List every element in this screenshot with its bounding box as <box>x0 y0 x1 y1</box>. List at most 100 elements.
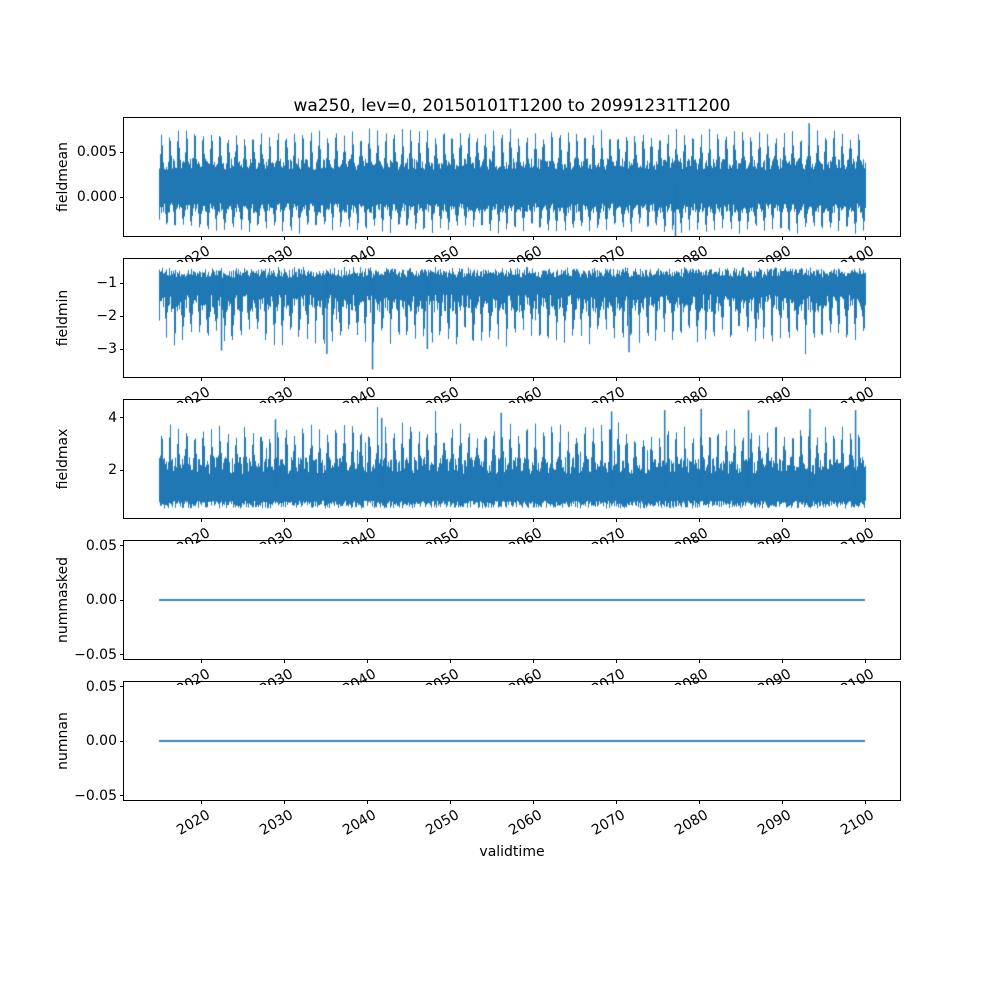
y-tick-label: −1 <box>96 275 117 291</box>
subplot-fieldmin <box>120 258 901 381</box>
y-tick-mark <box>120 469 124 471</box>
subplot-fieldmean <box>120 117 901 240</box>
x-tick-label: 2050 <box>422 666 462 685</box>
y-axis-label-fieldmax: fieldmax <box>55 428 71 490</box>
x-tick-label: 2050 <box>422 807 462 839</box>
x-tick-mark <box>781 518 783 522</box>
x-tick-label: 2030 <box>256 807 296 839</box>
x-tick-mark <box>283 659 285 663</box>
x-tick-label: 2100 <box>837 243 877 262</box>
x-tick-label: 2040 <box>339 807 379 839</box>
y-tick-mark <box>120 545 124 546</box>
x-tick-mark <box>532 236 534 240</box>
x-tick-label: 2070 <box>588 243 628 262</box>
x-tick-label: 2080 <box>671 525 711 544</box>
x-tick-label: 2020 <box>173 807 213 839</box>
x-tick-mark <box>449 518 451 522</box>
x-tick-mark <box>864 236 866 240</box>
x-tick-mark <box>532 377 534 381</box>
x-tick-label: 2060 <box>505 807 545 839</box>
subplot-fieldmax <box>120 399 901 522</box>
x-tick-mark <box>698 659 700 663</box>
y-tick-label: 0.005 <box>76 144 117 160</box>
x-tick-mark <box>449 236 451 240</box>
x-axis-label: validtime <box>479 844 545 860</box>
subplot-numnan <box>120 681 901 804</box>
y-tick-label: 0.000 <box>76 189 117 205</box>
x-tick-label: 2020 <box>173 384 213 403</box>
numnan-series <box>124 682 900 800</box>
x-tick-mark <box>283 800 285 804</box>
y-tick-mark <box>120 795 124 796</box>
x-tick-mark <box>283 377 285 381</box>
x-tick-mark <box>615 659 617 663</box>
x-tick-label: 2070 <box>588 666 628 685</box>
x-tick-mark <box>532 800 534 804</box>
x-tick-labels-clipped: 2020 2030 2040 2050 2060 2070 2080 2090 2100 <box>124 664 914 685</box>
y-tick-mark <box>120 151 124 153</box>
y-tick-mark <box>120 654 124 655</box>
y-tick-mark <box>120 740 124 742</box>
x-tick-label: 2050 <box>422 384 462 403</box>
x-tick-label: 2090 <box>754 807 794 839</box>
x-tick-label: 2020 <box>173 525 213 544</box>
y-tick-label: 0.00 <box>85 733 117 749</box>
y-axis-label-nummasked: nummasked <box>55 556 71 644</box>
x-tick-label: 2030 <box>256 384 296 403</box>
x-tick-label: 2070 <box>588 384 628 403</box>
x-tick-mark <box>200 377 202 381</box>
x-tick-label: 2100 <box>837 384 877 403</box>
y-tick-label: −0.05 <box>74 646 117 663</box>
plot-title: wa250, lev=0, 20150101T1200 to 20991231T… <box>293 96 731 116</box>
x-tick-label: 2020 <box>173 666 213 685</box>
x-tick-label: 2080 <box>671 384 711 403</box>
x-tick-label: 2100 <box>837 666 877 685</box>
y-tick-label: 4 <box>108 409 117 426</box>
x-tick-mark <box>864 659 866 663</box>
x-tick-label: 2050 <box>422 525 462 544</box>
x-tick-mark <box>698 800 700 804</box>
x-tick-label: 2080 <box>671 243 711 262</box>
x-tick-label: 2070 <box>588 807 628 839</box>
x-tick-label: 2050 <box>422 243 462 262</box>
x-tick-labels-clipped: 2020 2030 2040 2050 2060 2070 2080 2090 2100 <box>124 523 914 544</box>
x-tick-labels-clipped: 2020 2030 2040 2050 2060 2070 2080 2090 2100 <box>124 382 914 403</box>
x-tick-label: 2060 <box>505 525 545 544</box>
y-tick-label: 0.05 <box>85 537 117 554</box>
x-tick-label: 2090 <box>754 525 794 544</box>
x-tick-mark <box>781 236 783 240</box>
x-tick-label: 2060 <box>505 384 545 403</box>
x-tick-mark <box>366 518 368 522</box>
x-tick-mark <box>532 659 534 663</box>
x-tick-label: 2080 <box>671 807 711 839</box>
y-tick-mark <box>120 282 124 284</box>
x-tick-mark <box>615 236 617 240</box>
fieldmean-series <box>124 118 900 236</box>
y-tick-mark <box>120 348 124 350</box>
y-axis-label-numnan: numnan <box>55 712 71 770</box>
x-tick-mark <box>449 800 451 804</box>
x-tick-mark <box>781 659 783 663</box>
x-tick-mark <box>366 659 368 663</box>
x-tick-mark <box>283 518 285 522</box>
x-tick-label: 2060 <box>505 666 545 685</box>
x-tick-label: 2080 <box>671 666 711 685</box>
x-tick-mark <box>698 518 700 522</box>
y-tick-label: 0.00 <box>85 592 117 608</box>
x-tick-mark <box>366 236 368 240</box>
x-tick-label: 2090 <box>754 243 794 262</box>
x-tick-label: 2020 <box>173 243 213 262</box>
y-tick-label: 0.05 <box>85 678 117 695</box>
x-tick-mark <box>781 800 783 804</box>
fieldmax-series <box>124 400 900 518</box>
x-tick-mark <box>615 377 617 381</box>
x-tick-mark <box>698 236 700 240</box>
x-tick-mark <box>615 800 617 804</box>
x-tick-labels-clipped: 2020 2030 2040 2050 2060 2070 2080 2090 2100 <box>124 241 914 262</box>
y-tick-mark <box>120 686 124 687</box>
x-tick-mark <box>615 518 617 522</box>
y-axis-label-fieldmean: fieldmean <box>55 142 71 212</box>
x-tick-label: 2100 <box>837 525 877 544</box>
y-tick-label: −3 <box>96 341 117 357</box>
